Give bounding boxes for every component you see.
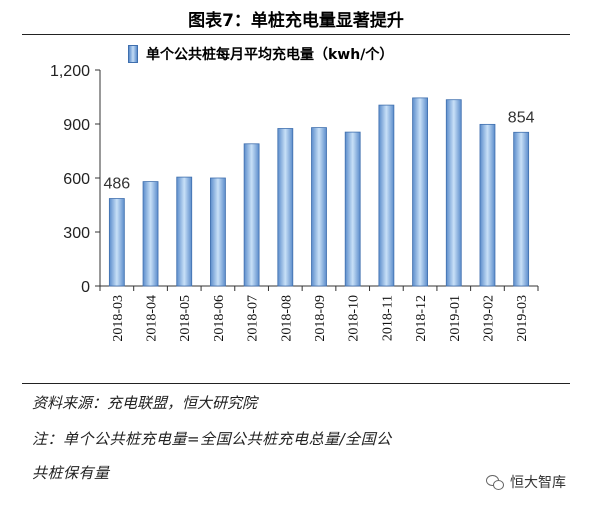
y-tick-label: 1,200 (50, 63, 90, 80)
y-tick-label: 600 (63, 171, 90, 188)
bar-2018-08 (277, 128, 294, 287)
wechat-icon (486, 474, 504, 490)
x-tick-label: 2019-02 (481, 295, 496, 342)
x-tick-label: 2018-11 (380, 295, 395, 341)
bar-2018-04 (142, 181, 159, 287)
footnote-line-2: 共桩保有量 (32, 464, 110, 482)
x-tick-label: 2019-03 (515, 295, 530, 342)
y-tick-label: 0 (81, 279, 90, 296)
y-tick-label: 300 (63, 225, 90, 242)
data-label: 854 (508, 109, 535, 126)
x-tick-label: 2018-12 (414, 295, 429, 342)
title-divider (22, 34, 570, 35)
source-note: 资料来源：充电联盟，恒大研究院 (32, 394, 258, 412)
x-tick-label: 2018-03 (111, 295, 126, 342)
bar-2018-12 (412, 97, 428, 287)
figure-title: 图表7：单桩充电量显著提升 (188, 11, 404, 31)
bar-2018-11 (378, 104, 395, 287)
y-tick-label: 900 (63, 117, 90, 134)
x-tick-label: 2018-07 (246, 295, 261, 342)
x-tick-label: 2018-04 (145, 295, 160, 342)
bar-2019-01 (445, 99, 462, 287)
bar-2018-06 (210, 177, 226, 287)
bar-2019-02 (479, 123, 496, 287)
bar-2018-10 (344, 131, 361, 287)
bar-chart: 0 300 600 900 1,200 2018-03 2018-04 2018-05 201… (50, 63, 539, 342)
x-tick-label: 2019-01 (448, 295, 463, 342)
source-divider (22, 383, 570, 384)
x-tick-label: 2018-09 (313, 295, 328, 342)
legend-swatch (128, 45, 138, 63)
bar-2019-03 (513, 131, 530, 287)
bar-2018-05 (176, 176, 193, 287)
x-tick-label: 2018-05 (178, 295, 193, 342)
bar-2018-09 (311, 127, 327, 287)
footnote-line-1: 注：单个公共桩充电量=全国公共桩充电总量/全国公 (32, 430, 392, 448)
watermark: 恒大智库 (486, 472, 566, 492)
bar-2018-03 (108, 198, 125, 287)
data-label: 486 (103, 176, 130, 193)
x-tick-label: 2018-06 (212, 295, 227, 342)
bar-2018-07 (243, 143, 260, 287)
chart-legend: 单个公共桩每月平均充电量（kwh/个） (128, 44, 393, 64)
watermark-text: 恒大智库 (510, 475, 566, 491)
legend-label: 单个公共桩每月平均充电量（kwh/个） (146, 47, 394, 63)
x-tick-label: 2018-08 (279, 295, 294, 342)
x-tick-label: 2018-10 (347, 295, 362, 342)
